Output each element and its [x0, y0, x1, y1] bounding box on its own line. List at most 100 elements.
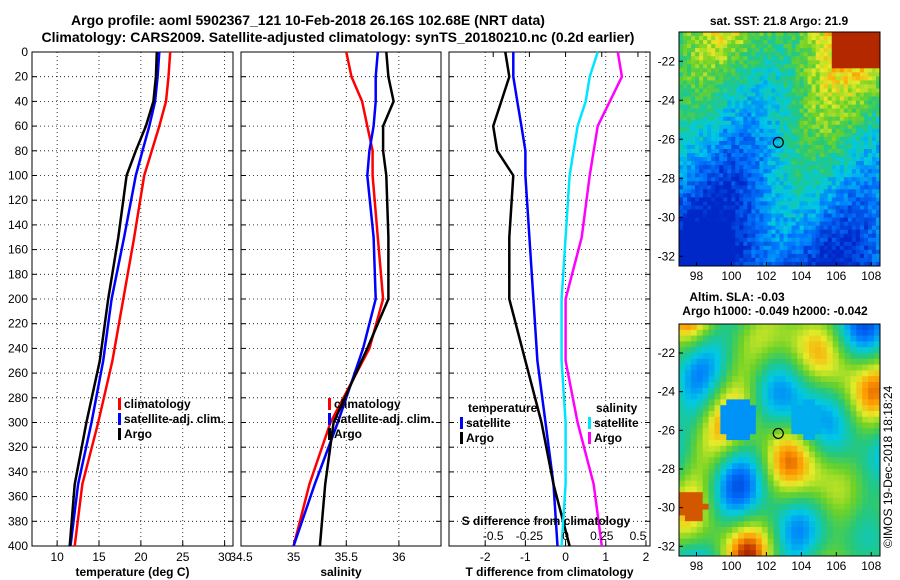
map-cell — [815, 173, 821, 178]
map-cell — [835, 217, 841, 223]
map-cell — [703, 185, 708, 190]
map-cell — [711, 213, 716, 219]
map-cell — [815, 153, 821, 158]
map-cell — [843, 181, 849, 186]
map-cell — [803, 140, 809, 146]
map-cell — [871, 165, 877, 170]
map-cell — [823, 217, 829, 223]
map-cell — [779, 469, 786, 476]
map-cell — [807, 140, 813, 146]
map-cell — [751, 136, 756, 142]
map-cell — [862, 474, 869, 482]
map-cell — [779, 128, 785, 134]
map-cell — [868, 335, 875, 342]
map-cell — [695, 144, 700, 150]
map-cell — [763, 104, 768, 110]
map-cell — [696, 329, 704, 337]
map-cell — [738, 324, 745, 331]
map-cell — [731, 237, 736, 243]
map-cell — [839, 68, 845, 73]
map-cell — [819, 88, 825, 94]
map-cell — [847, 96, 853, 102]
map-cell — [795, 193, 801, 198]
map-cell — [809, 527, 816, 534]
map-cell — [696, 538, 704, 545]
map-cell — [731, 76, 736, 81]
map-cell — [775, 149, 780, 154]
top-axis-label: S difference from climatology — [462, 514, 631, 528]
map-cell — [779, 193, 785, 198]
map-cell — [809, 440, 816, 447]
map-cell — [720, 550, 727, 557]
map-cell — [850, 341, 857, 348]
map-cell — [720, 532, 727, 540]
map-cell — [811, 76, 817, 81]
map-cell — [726, 498, 733, 505]
map-cell — [843, 96, 849, 102]
map-cell — [807, 149, 813, 154]
y-tick-label: 320 — [8, 440, 28, 454]
map-cell — [723, 221, 728, 227]
map-cell — [696, 532, 704, 540]
map-y-tick-label: -22 — [658, 54, 676, 68]
map-cell — [731, 233, 736, 239]
map-cell — [783, 161, 789, 166]
map-cell — [719, 60, 724, 65]
map-cell — [767, 217, 772, 223]
map-cell — [859, 84, 865, 89]
map-cell — [695, 257, 700, 263]
map-cell — [843, 209, 849, 215]
map-cell — [759, 217, 764, 223]
map-cell — [759, 181, 764, 186]
map-cell — [767, 169, 772, 174]
map-cell — [799, 36, 805, 41]
map-cell — [726, 515, 733, 522]
map-cell — [831, 88, 837, 94]
map-cell — [775, 60, 780, 65]
y-tick-label: 240 — [8, 341, 28, 355]
map-cell — [679, 92, 684, 98]
map-cell — [699, 128, 704, 134]
map-cell — [723, 149, 728, 154]
map-cell — [799, 68, 805, 73]
map-cell — [875, 104, 881, 110]
legend-temperature-title: temperature — [468, 401, 538, 415]
map-cell — [684, 538, 692, 545]
map-cell — [779, 173, 785, 178]
map-cell — [868, 474, 875, 482]
map-cell — [797, 550, 804, 557]
map-cell — [819, 169, 825, 174]
map-cell — [731, 245, 736, 251]
map-cell — [749, 399, 757, 406]
map-cell — [690, 387, 698, 395]
legend-label: Argo — [124, 427, 152, 441]
legend-label: satellite-adj. clim. — [334, 412, 434, 426]
map-cell — [707, 241, 712, 247]
map-cell — [707, 124, 712, 130]
map-cell — [863, 88, 869, 94]
map-cell — [874, 538, 881, 545]
map-cell — [763, 233, 768, 239]
map-cell — [687, 245, 692, 251]
map-cell — [783, 76, 789, 81]
map-cell — [823, 245, 829, 251]
map-cell — [832, 399, 840, 406]
map-cell — [703, 241, 708, 247]
map-cell — [751, 165, 756, 170]
map-cell — [835, 213, 841, 219]
map-cell — [779, 370, 786, 377]
map-cell — [771, 197, 776, 202]
map-cell — [803, 205, 809, 211]
map-cell — [867, 153, 873, 158]
map-cell — [785, 341, 792, 348]
map-cell — [683, 72, 688, 77]
map-cell — [783, 132, 789, 138]
map-cell — [703, 68, 708, 73]
map-cell — [809, 492, 816, 499]
map-cell — [727, 185, 732, 190]
map-cell — [871, 201, 877, 206]
map-cell — [699, 229, 704, 235]
map-cell — [711, 181, 716, 186]
map-cell — [683, 104, 688, 110]
map-cell — [827, 157, 833, 162]
